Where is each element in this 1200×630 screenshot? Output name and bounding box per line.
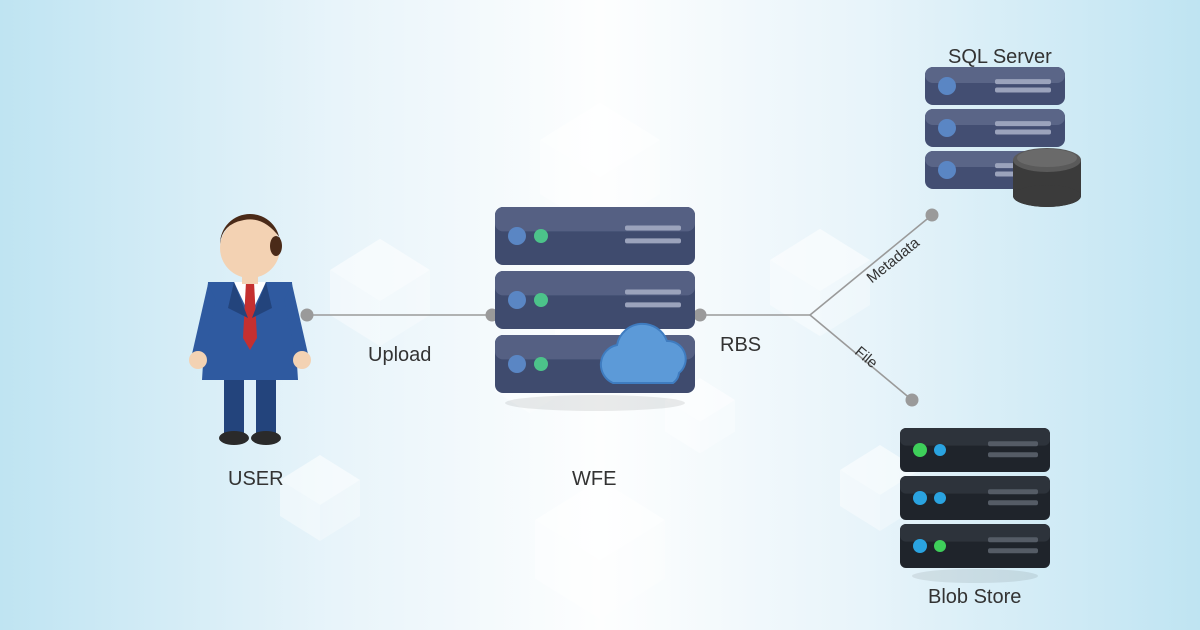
wfe-label: WFE [572, 468, 616, 491]
wfe-server-icon [495, 207, 695, 411]
edge-upload-label: Upload [368, 344, 431, 367]
edge-rbs-label: RBS [720, 334, 761, 357]
blob-store-icon [900, 428, 1050, 583]
diagram-svg [0, 0, 1200, 630]
sql-server-icon [925, 67, 1081, 207]
user-label: USER [228, 468, 284, 491]
diagram-canvas: USER WFE SQL Server Blob Store Upload RB… [0, 0, 1200, 630]
blob-label: Blob Store [928, 586, 1021, 609]
sql-label: SQL Server [948, 46, 1052, 69]
